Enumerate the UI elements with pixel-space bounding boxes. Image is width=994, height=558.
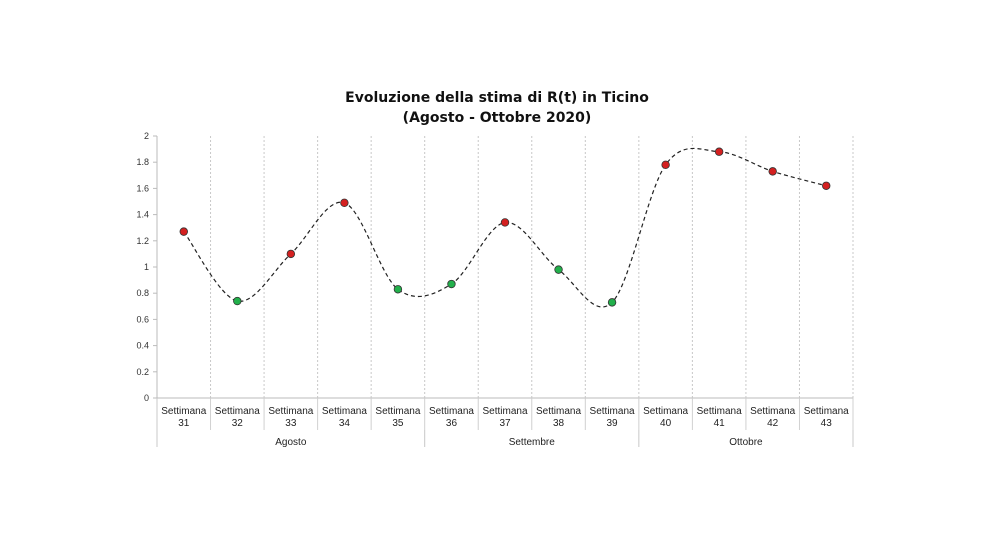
x-category-label-line1: Settimana [804, 406, 849, 417]
x-category-label-line1: Settimana [375, 406, 420, 417]
x-category-label-line2: 40 [660, 418, 672, 429]
y-tick-label: 1.8 [136, 157, 149, 167]
x-category-label-line2: 35 [392, 418, 404, 429]
x-category-label-line2: 38 [553, 418, 565, 429]
x-category-label-line1: Settimana [215, 406, 260, 417]
chart-subtitle: (Agosto - Ottobre 2020) [402, 110, 592, 126]
data-point-marker [714, 147, 724, 156]
x-category-label-line2: 37 [499, 418, 511, 429]
y-tick-label: 0.8 [136, 288, 149, 298]
y-tick-label: 0.6 [136, 314, 149, 324]
x-group-label: Agosto [275, 437, 307, 448]
x-category-label-line1: Settimana [161, 406, 206, 417]
x-category-label-line2: 43 [821, 418, 833, 429]
x-category-label-line1: Settimana [322, 406, 367, 417]
data-point-marker [822, 181, 831, 190]
data-point-marker [393, 285, 403, 294]
data-point-marker [233, 296, 242, 306]
chart-title: Evoluzione della stima di R(t) in Ticino [345, 90, 649, 106]
x-category-label-line1: Settimana [750, 406, 795, 417]
y-tick-label: 0.4 [136, 341, 149, 351]
x-category-label-line2: 39 [607, 418, 619, 429]
y-tick-label: 1.2 [136, 236, 149, 246]
y-tick-label: 1.6 [136, 183, 149, 193]
data-point-marker [768, 167, 777, 176]
x-category-label-line2: 33 [285, 418, 297, 429]
x-group-label: Ottobre [729, 437, 763, 448]
chart-title-block: Evoluzione della stima di R(t) in Ticino… [0, 88, 994, 128]
y-tick-label: 0 [144, 393, 149, 403]
x-category-label-line1: Settimana [482, 406, 527, 417]
data-point-marker [500, 218, 510, 227]
data-point-marker [607, 298, 617, 307]
rt-series-line [183, 147, 827, 308]
data-point-marker [661, 160, 670, 170]
x-category-label-line2: 41 [714, 418, 726, 429]
x-category-label-line2: 34 [339, 418, 351, 429]
x-category-label-line1: Settimana [429, 406, 474, 417]
x-group-label: Settembre [509, 437, 556, 448]
data-point-marker [340, 198, 349, 208]
y-tick-label: 2 [144, 131, 149, 141]
x-category-label-line1: Settimana [643, 406, 688, 417]
x-category-label-line1: Settimana [536, 406, 581, 417]
x-category-label-line1: Settimana [590, 406, 635, 417]
data-point-marker [447, 279, 456, 289]
x-category-label-line1: Settimana [268, 406, 313, 417]
y-tick-label: 1 [144, 262, 149, 272]
y-tick-label: 1.4 [136, 210, 149, 220]
y-tick-label: 0.2 [136, 367, 149, 377]
x-category-label-line1: Settimana [697, 406, 742, 417]
x-category-label-line2: 31 [178, 418, 190, 429]
x-category-label-line2: 42 [767, 418, 779, 429]
data-point-marker [179, 227, 188, 236]
x-category-label-line2: 32 [232, 418, 244, 429]
x-category-label-line2: 36 [446, 418, 458, 429]
data-point-marker [554, 265, 563, 274]
data-point-marker [286, 249, 296, 259]
